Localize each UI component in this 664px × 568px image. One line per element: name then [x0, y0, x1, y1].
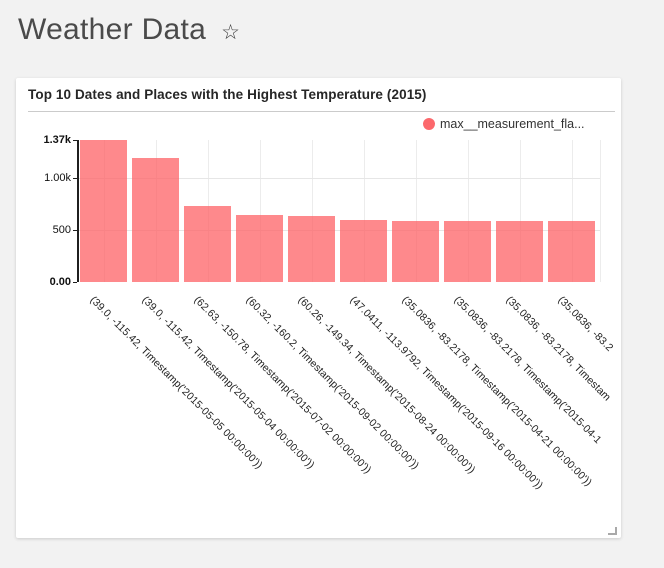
vertical-gridline	[519, 140, 521, 282]
y-axis-tick	[73, 177, 77, 180]
horizontal-gridline	[78, 230, 600, 232]
bar[interactable]	[392, 220, 439, 282]
bar[interactable]	[340, 219, 387, 282]
y-axis-label: 0.00	[49, 276, 71, 288]
vertical-gridline	[415, 140, 417, 282]
chart-title: Top 10 Dates and Places with the Highest…	[28, 87, 427, 102]
chart-card: Top 10 Dates and Places with the Highest…	[16, 78, 621, 538]
vertical-gridline	[600, 140, 601, 282]
y-axis-tick	[73, 281, 77, 283]
legend-item[interactable]: max__measurement_fla...	[423, 117, 585, 131]
x-axis-label: (47.0411, -113.9792, Timestamp('2015-09-…	[347, 294, 545, 492]
y-axis-tick	[73, 229, 77, 232]
vertical-gridline	[571, 140, 573, 282]
x-axis-label: (39.0, -115.42, Timestamp('2015-05-05 00…	[87, 294, 265, 472]
bar[interactable]	[236, 215, 283, 282]
bar[interactable]	[288, 216, 335, 282]
bar[interactable]	[184, 206, 231, 282]
legend-series-dot-icon	[423, 118, 435, 130]
x-axis-label: (60.26, -149.34, Timestamp('2015-08-24 0…	[295, 294, 478, 477]
x-axis-label: (35.0836, -83.2178, Timestam	[503, 294, 613, 404]
x-axis-label: (35.0836, -83.2178, Timestamp('2015-04-2…	[399, 294, 594, 489]
x-axis-label: (60.32, -160.2, Timestamp('2015-09-02 00…	[243, 294, 421, 472]
vertical-gridline	[467, 140, 469, 282]
y-axis-label: 1.37k	[43, 134, 71, 146]
x-axis-label: (39.0, -115.42, Timestamp('2015-05-04 00…	[139, 294, 317, 472]
bar[interactable]	[548, 221, 595, 282]
bar[interactable]	[80, 140, 127, 282]
legend-series-label: max__measurement_fla...	[440, 117, 585, 131]
vertical-gridline	[363, 140, 365, 282]
y-axis-label: 500	[52, 224, 71, 237]
page-header: Weather Data ☆	[18, 10, 240, 50]
vertical-gridline	[311, 140, 313, 282]
x-axis-label: (35.0836, -83.2	[555, 294, 615, 354]
horizontal-gridline	[78, 178, 600, 180]
bar[interactable]	[496, 221, 543, 282]
resize-handle-icon[interactable]	[608, 527, 617, 535]
y-axis-line	[77, 140, 79, 282]
x-axis-label: (62.63, -150.78, Timestamp('2015-07-02 0…	[191, 294, 374, 477]
y-axis-tick	[73, 139, 77, 141]
bar[interactable]	[444, 220, 491, 282]
title-divider	[28, 111, 615, 112]
vertical-gridline	[259, 140, 261, 282]
bar[interactable]	[132, 157, 179, 282]
bar-chart-plot: 1.37k 1.00k 500 0.00 (39.0, -115.42, Timesta…	[16, 78, 621, 538]
y-axis-label: 1.00k	[44, 172, 71, 185]
page-title: Weather Data	[18, 13, 207, 46]
favorite-star-icon[interactable]: ☆	[221, 20, 240, 44]
